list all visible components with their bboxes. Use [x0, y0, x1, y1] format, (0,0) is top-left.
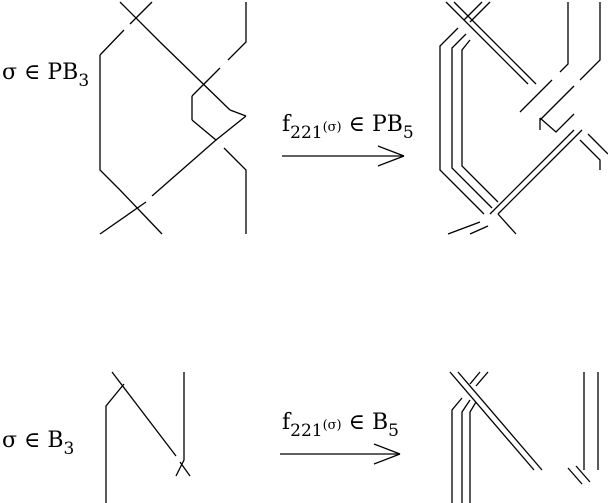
map-argument: (σ) [322, 120, 342, 135]
top-right-cable-b4 [451, 33, 493, 209]
top-left-strand-d1 [151, 139, 217, 197]
bottom-right-cross-2 [575, 465, 591, 483]
top-left-strand-b1 [129, 1, 153, 25]
bottom-right-cable-a2 [457, 371, 543, 471]
map-index: 221 [290, 421, 323, 441]
top-right-cable-c1 [559, 2, 569, 73]
top-right-cable-b5 [461, 39, 499, 203]
bottom-right-braid [449, 371, 599, 503]
top-left-strand-b3 [99, 55, 121, 191]
top-right-braid [439, 1, 608, 235]
top-right-cable-e1 [579, 139, 601, 170]
top-left-rhombus-right [229, 109, 247, 117]
top-right-cable-d3 [447, 221, 481, 235]
group-name: PB [47, 60, 79, 85]
map-name: f [282, 410, 291, 435]
sigma-symbol: σ [2, 60, 18, 85]
top-right-cable-d2 [497, 129, 583, 215]
bottom-arrow-label: f221(σ) ∈ B5 [282, 410, 399, 441]
top-right-cable-b1 [463, 1, 483, 21]
bottom-arrow [280, 443, 401, 465]
bottom-left-label: σ ∈ B3 [2, 428, 74, 459]
map-argument: (σ) [322, 418, 342, 433]
top-left-strand-a2 [159, 41, 231, 111]
group-name: B [47, 428, 64, 453]
bottom-left-left-strand [105, 383, 125, 503]
top-left-strand-e2 [119, 189, 163, 235]
top-left-strand-b2 [99, 29, 125, 56]
top-left-strand-d2 [99, 201, 147, 235]
top-left-strand-e1 [223, 147, 247, 234]
group-index: 3 [63, 439, 75, 459]
top-right-cable-a2 [453, 1, 537, 85]
top-right-cable-d4 [469, 225, 489, 235]
group-name: PB [371, 112, 403, 137]
bottom-right-cable-b4 [461, 399, 471, 503]
bottom-right-cable-b1 [469, 371, 481, 385]
top-left-rhombus [191, 115, 247, 141]
top-arrow-label: f221(σ) ∈ PB5 [282, 112, 414, 143]
element-of-symbol: ∈ [24, 428, 41, 453]
element-of-symbol: ∈ [348, 410, 365, 435]
top-left-label: σ ∈ PB3 [2, 60, 89, 91]
top-right-cable-c3 [519, 79, 553, 113]
top-right-cable-e2 [587, 133, 608, 155]
element-of-symbol: ∈ [348, 112, 365, 137]
top-arrow [282, 145, 405, 167]
top-left-strand-a1 [119, 1, 161, 43]
group-index: 3 [78, 71, 90, 91]
top-right-cable-d1 [489, 129, 575, 215]
group-index: 5 [388, 421, 399, 441]
top-right-cable-c2 [579, 2, 601, 81]
group-index: 5 [402, 123, 414, 143]
top-right-cable-a1 [445, 1, 529, 85]
top-left-braid [99, 1, 247, 235]
bottom-left-right-strand [175, 372, 185, 477]
map-name: f [282, 112, 291, 137]
group-name: B [371, 410, 389, 435]
bottom-left-braid [105, 371, 191, 503]
sigma-symbol: σ [2, 428, 18, 453]
bottom-left-cross [179, 461, 191, 477]
bottom-right-cross-1 [567, 467, 583, 485]
top-left-strand-c2 [191, 67, 221, 97]
bottom-right-cable-b3 [451, 397, 463, 503]
top-right-cable-b3 [439, 27, 485, 215]
top-right-cable-c4 [539, 85, 575, 121]
bottom-right-cable-b2 [475, 371, 489, 387]
top-right-cable-e3 [497, 213, 517, 235]
top-right-square [539, 113, 575, 133]
map-index: 221 [290, 123, 323, 143]
bottom-left-diagonal [111, 371, 177, 457]
element-of-symbol: ∈ [24, 60, 41, 85]
bottom-right-cable-a1 [449, 371, 535, 471]
top-right-cable-b2 [469, 1, 491, 23]
bottom-right-cable-b5 [469, 401, 477, 503]
top-left-strand-c1 [227, 2, 247, 61]
